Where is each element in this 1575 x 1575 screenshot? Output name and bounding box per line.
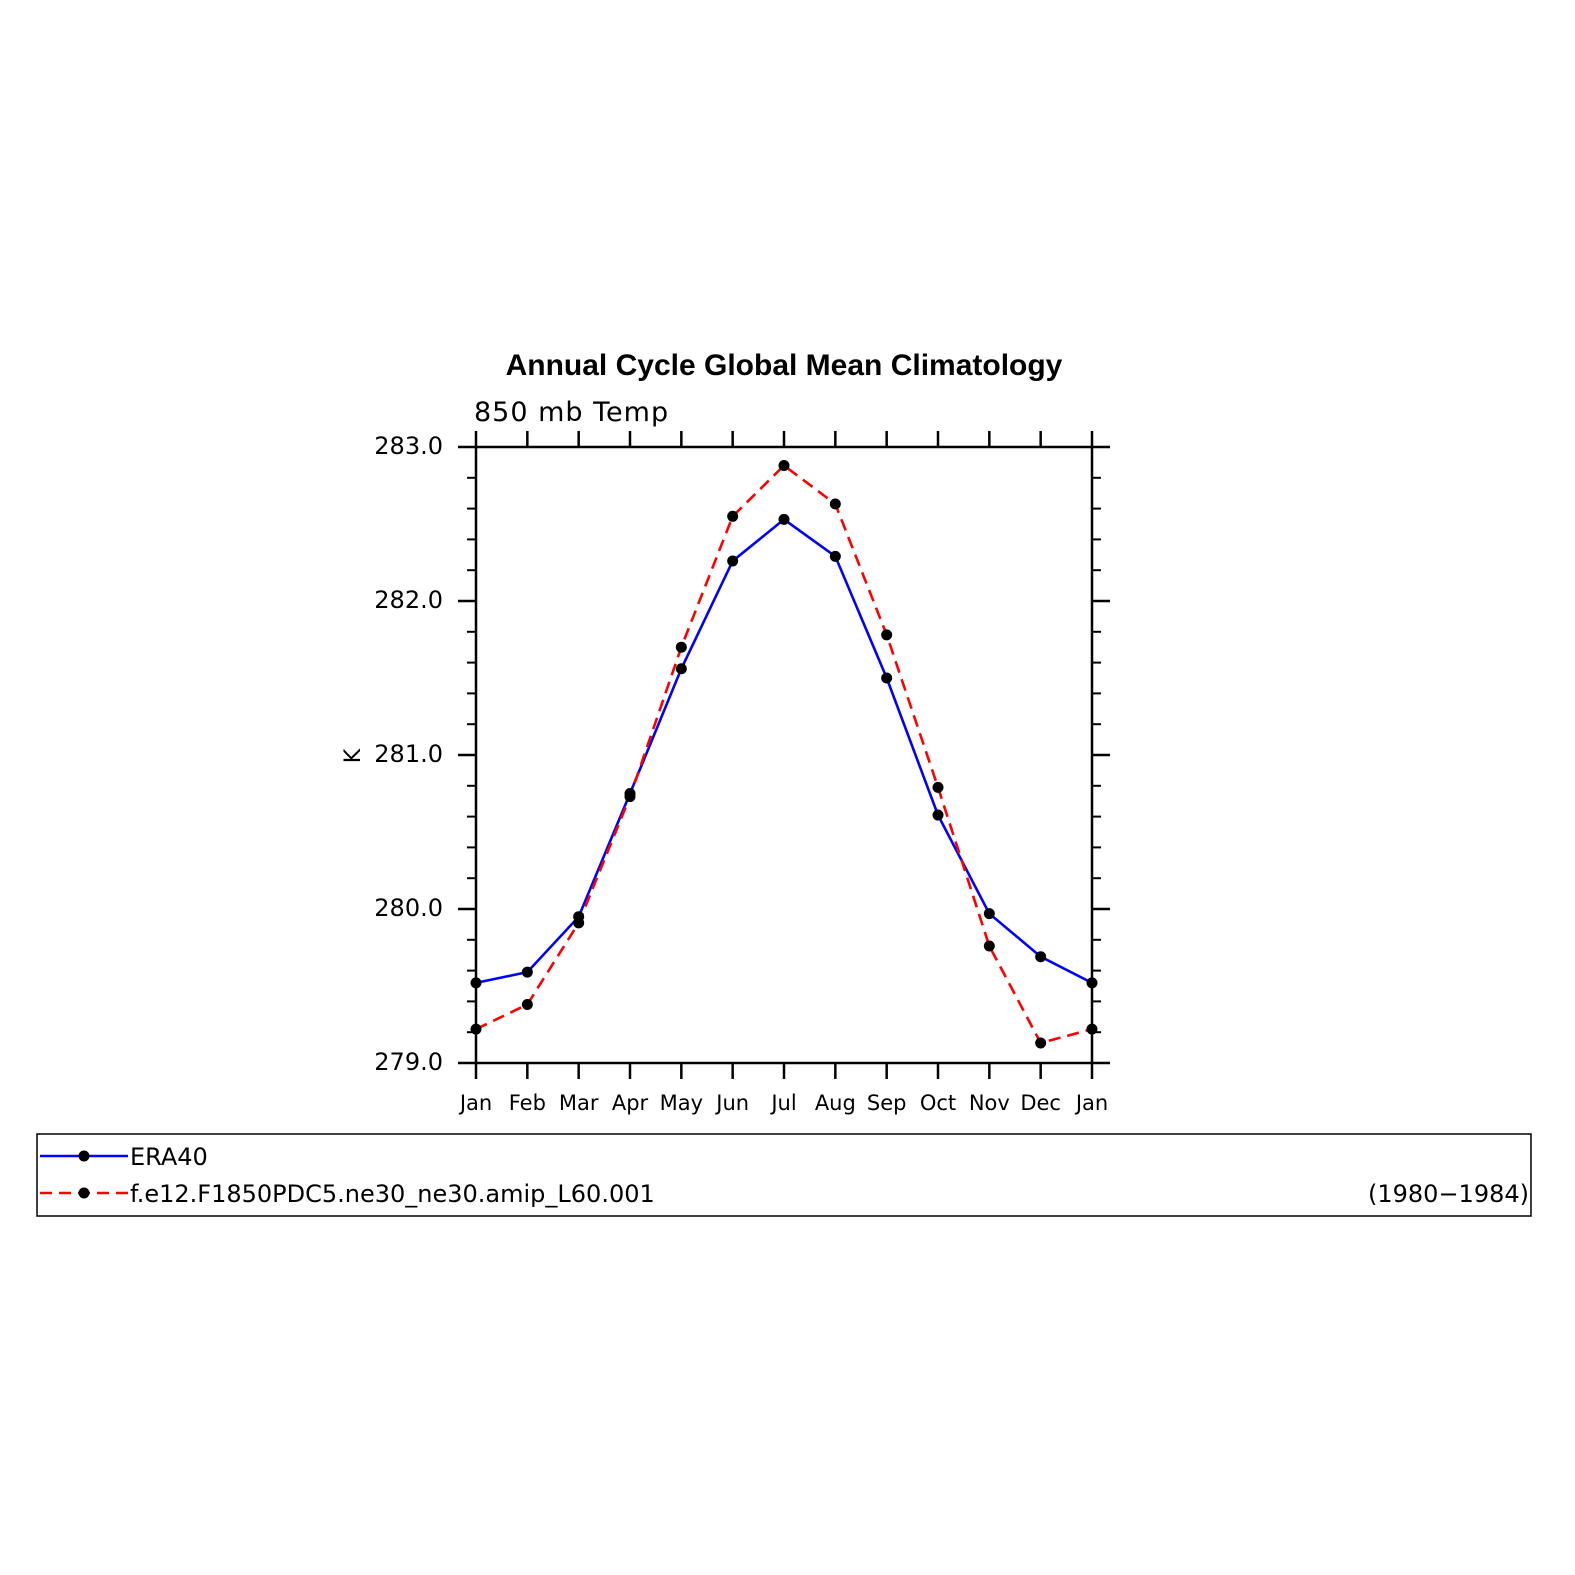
data-point-series-1 bbox=[829, 550, 841, 562]
x-tick-labels: Jan Feb Mar Apr May Jun Jul Aug Sep Oct Nov Dec Jan bbox=[458, 1091, 1108, 1115]
legend-box bbox=[36, 1133, 1532, 1217]
series-line-1 bbox=[475, 517, 1093, 985]
data-point-series-1 bbox=[521, 966, 533, 978]
data-point-series-2 bbox=[624, 791, 636, 803]
data-point-series-1 bbox=[1035, 951, 1047, 963]
legend-marker-1 bbox=[78, 1150, 90, 1162]
x-tick-label: Sep bbox=[867, 1091, 907, 1115]
x-tick-label: Feb bbox=[509, 1091, 546, 1115]
x-tick-label: Nov bbox=[969, 1091, 1010, 1115]
data-point-series-2 bbox=[675, 641, 687, 653]
chart-title: Annual Cycle Global Mean Climatology bbox=[506, 349, 1063, 382]
series-lines bbox=[475, 463, 1093, 1045]
data-point-series-1 bbox=[470, 977, 482, 989]
x-tick-label: Aug bbox=[815, 1091, 856, 1115]
data-point-series-1 bbox=[675, 663, 687, 675]
y-tick-label: 280.0 bbox=[374, 894, 443, 922]
data-point-series-2 bbox=[470, 1023, 482, 1035]
data-point-series-1 bbox=[1086, 977, 1098, 989]
series-line-2 bbox=[475, 463, 1093, 1045]
legend-period-note: (1980−1984) bbox=[1368, 1180, 1529, 1208]
plot-frame bbox=[474, 445, 1094, 1065]
x-tick-label: May bbox=[660, 1091, 703, 1115]
data-point-series-1 bbox=[727, 555, 739, 567]
data-point-series-1 bbox=[778, 513, 790, 525]
y-tick-label: 279.0 bbox=[374, 1048, 443, 1076]
x-tick-label: Jul bbox=[769, 1091, 796, 1115]
x-tick-label: Apr bbox=[612, 1091, 649, 1115]
legend-label-2: f.e12.F1850PDC5.ne30_ne30.amip_L60.001 bbox=[130, 1180, 655, 1208]
data-point-series-2 bbox=[932, 781, 944, 793]
data-point-series-2 bbox=[727, 510, 739, 522]
x-tick-label: Jan bbox=[458, 1091, 492, 1115]
data-point-series-2 bbox=[881, 629, 893, 641]
legend-marker-2 bbox=[78, 1187, 90, 1199]
legend-items: ERA40 f.e12.F1850PDC5.ne30_ne30.amip_L60.… bbox=[40, 1143, 655, 1208]
x-tick-label: Oct bbox=[920, 1091, 956, 1115]
data-point-series-1 bbox=[983, 908, 995, 920]
chart-subtitle: 850 mb Temp bbox=[474, 397, 669, 428]
legend-label-1: ERA40 bbox=[130, 1143, 208, 1171]
series-points bbox=[470, 459, 1098, 1049]
axis-ticks bbox=[458, 431, 1110, 1079]
data-point-series-2 bbox=[521, 998, 533, 1010]
x-tick-label: Dec bbox=[1020, 1091, 1061, 1115]
x-tick-label: Jun bbox=[714, 1091, 749, 1115]
x-tick-label: Mar bbox=[559, 1091, 599, 1115]
y-tick-label: 281.0 bbox=[374, 740, 443, 768]
data-point-series-2 bbox=[829, 498, 841, 510]
data-point-series-1 bbox=[932, 809, 944, 821]
y-tick-label: 283.0 bbox=[374, 432, 443, 460]
data-point-series-2 bbox=[1086, 1023, 1098, 1035]
data-point-series-2 bbox=[1035, 1037, 1047, 1049]
y-axis-label: K bbox=[341, 748, 366, 763]
y-tick-labels: 279.0 280.0 281.0 282.0 283.0 bbox=[374, 432, 443, 1076]
x-tick-label: Jan bbox=[1074, 1091, 1108, 1115]
data-point-series-2 bbox=[983, 940, 995, 952]
data-point-series-2 bbox=[573, 917, 585, 929]
y-tick-label: 282.0 bbox=[374, 586, 443, 614]
data-point-series-2 bbox=[778, 459, 790, 471]
data-point-series-1 bbox=[881, 672, 893, 684]
